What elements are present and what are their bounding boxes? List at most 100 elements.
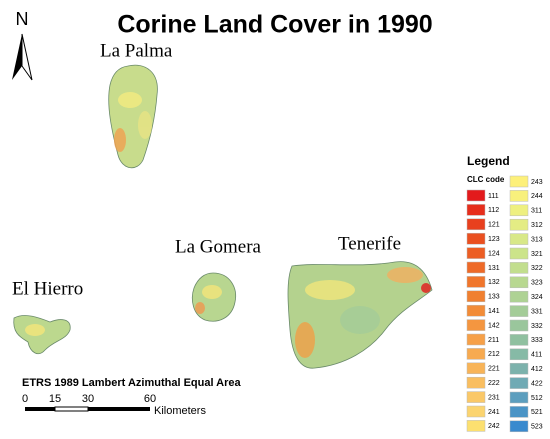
legend-label: 323 (531, 280, 543, 287)
legend-label: 521 (531, 409, 543, 416)
patch (195, 302, 205, 314)
land-cover-patches (25, 92, 431, 358)
legend-swatch (466, 232, 486, 245)
legend-label: 133 (488, 294, 500, 301)
legend-label: 111 (488, 193, 499, 200)
patch (387, 267, 423, 283)
legend: Legend CLC code 111 112 121 123 124 131 132 133… (463, 150, 548, 436)
legend-swatch (466, 348, 486, 360)
legend-swatch (509, 190, 529, 202)
legend-subtitle: CLC code (467, 175, 505, 184)
legend-swatch (466, 290, 486, 303)
legend-swatch (509, 262, 529, 274)
projection: ETRS 1989 Lambert Azimuthal Equal Area (22, 377, 242, 389)
patch (114, 128, 126, 152)
legend-label: 411 (531, 352, 542, 359)
patch (340, 306, 380, 334)
legend-swatch (466, 189, 486, 202)
legend-swatch (466, 218, 486, 231)
legend-label: 243 (531, 179, 543, 186)
legend-swatch (509, 362, 529, 375)
legend-label: 131 (488, 265, 500, 272)
legend-label: 412 (531, 366, 543, 373)
legend-swatch (509, 290, 529, 303)
legend-swatch (509, 406, 529, 418)
patch (138, 111, 152, 139)
legend-label: 231 (488, 394, 500, 401)
island-label: El Hierro (12, 278, 83, 299)
legend-swatch (509, 420, 529, 433)
legend-label: 324 (531, 294, 543, 301)
legend-swatch (509, 348, 529, 361)
legend-label: 512 (531, 395, 543, 402)
island-label: Tenerife (338, 233, 401, 254)
scale-label: 60 (144, 393, 156, 405)
legend-label: 331 (531, 308, 543, 315)
legend-label: 211 (488, 337, 499, 344)
legend-label: 313 (531, 236, 543, 243)
legend-swatch (466, 204, 486, 216)
legend-swatch (509, 233, 529, 245)
north-arrow: N (12, 9, 33, 81)
legend-swatch (466, 276, 486, 288)
legend-label: 241 (488, 409, 500, 416)
legend-swatch (466, 319, 486, 331)
legend-swatch (509, 218, 529, 231)
legend-swatch (509, 276, 529, 289)
legend-label: 332 (531, 323, 543, 330)
legend-swatch (466, 333, 486, 346)
scale-label: 30 (82, 393, 94, 405)
scale-segment (54, 406, 89, 412)
legend-swatch (466, 362, 486, 375)
legend-label: 523 (531, 424, 543, 431)
island-label: La Gomera (175, 236, 262, 257)
legend-label: 142 (488, 322, 500, 329)
legend-label: 132 (488, 279, 500, 286)
legend-label: 311 (531, 208, 542, 215)
legend-swatch (509, 319, 529, 332)
legend-label: 242 (488, 423, 500, 430)
legend-label: 244 (531, 193, 543, 200)
legend-label: 222 (488, 380, 500, 387)
scale-bar: 0 15 30 60 Kilometers (22, 393, 207, 417)
legend-label: 321 (531, 251, 543, 258)
legend-label: 123 (488, 236, 500, 243)
legend-title: Legend (467, 154, 510, 168)
patch (25, 324, 45, 336)
legend-swatch (466, 420, 486, 432)
legend-swatch (466, 304, 486, 317)
legend-label: 212 (488, 351, 500, 358)
legend-swatch (509, 175, 529, 188)
legend-label: 124 (488, 250, 500, 257)
scale-segment (88, 407, 150, 411)
scale-label: 0 (22, 393, 28, 405)
legend-label: 141 (488, 308, 500, 315)
legend-label: 322 (531, 265, 543, 272)
arrow-left (12, 34, 22, 80)
legend-label: 333 (531, 337, 543, 344)
patch (202, 285, 222, 299)
scale-unit: Kilometers (154, 405, 206, 417)
legend-swatch (509, 391, 529, 404)
legend-label: 121 (488, 222, 500, 229)
legend-swatch (466, 247, 486, 259)
legend-swatch (509, 377, 529, 389)
map-title: Corine Land Cover in 1990 (117, 11, 432, 39)
north-label: N (16, 9, 29, 29)
patch (305, 280, 355, 300)
legend-swatch (509, 247, 529, 260)
legend-label: 221 (488, 366, 500, 373)
legend-swatch (509, 334, 529, 346)
legend-label: 312 (531, 222, 543, 229)
patch (421, 283, 431, 293)
legend-swatch (509, 204, 529, 217)
patch (295, 322, 315, 358)
island-label: La Palma (100, 40, 173, 61)
legend-swatch (509, 305, 529, 317)
scale-segment (25, 407, 55, 411)
patch (118, 92, 142, 108)
legend-swatch (466, 376, 486, 389)
legend-swatch (466, 261, 486, 274)
